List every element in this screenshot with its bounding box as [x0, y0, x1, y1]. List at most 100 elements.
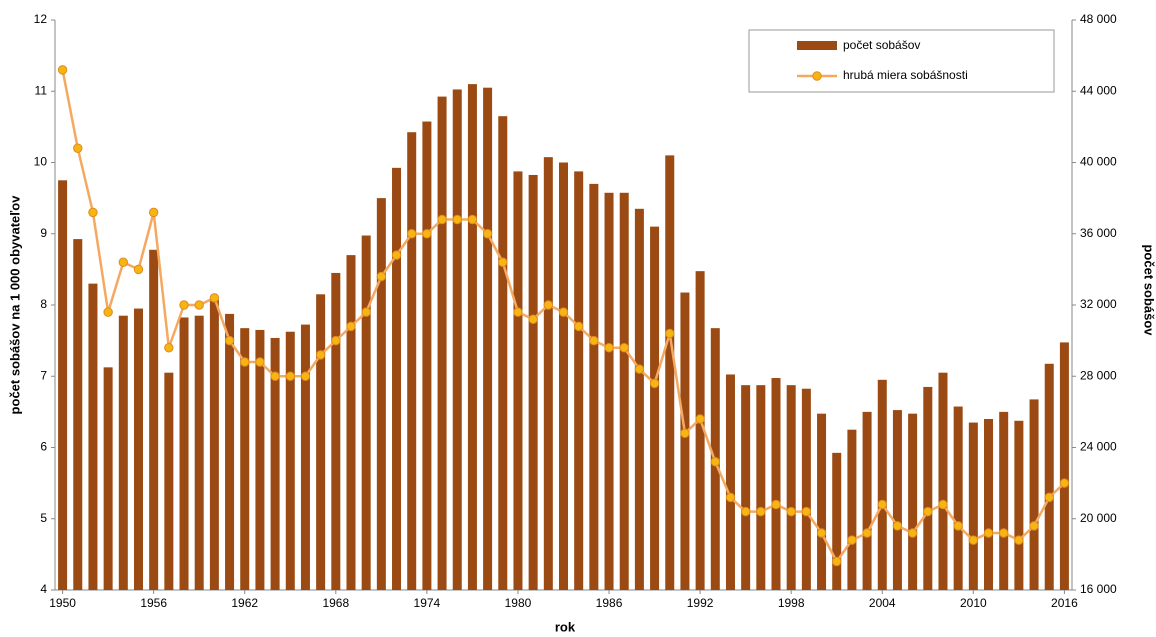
bar — [847, 429, 857, 590]
marker — [300, 371, 311, 381]
marker — [376, 271, 387, 282]
bar — [984, 419, 994, 590]
y-tick-label: 9 — [40, 226, 47, 240]
y-tick-label: 7 — [40, 368, 47, 382]
bar — [179, 317, 189, 590]
bar — [892, 410, 902, 590]
marker — [437, 214, 447, 225]
y-tick-label: 11 — [35, 83, 48, 97]
bar — [650, 226, 660, 590]
bar — [225, 313, 235, 590]
bar — [361, 235, 371, 590]
bar — [634, 208, 644, 590]
bar — [923, 386, 933, 590]
x-tick-label: 1950 — [49, 596, 76, 610]
bar — [270, 337, 280, 590]
bar — [498, 116, 508, 590]
marker — [88, 207, 98, 218]
marker — [361, 307, 371, 317]
marker — [1029, 521, 1039, 531]
marker — [209, 293, 220, 303]
marker — [665, 328, 675, 339]
bar — [832, 452, 842, 590]
marker — [695, 414, 705, 424]
bar — [680, 292, 690, 590]
bar — [619, 192, 629, 590]
marker — [422, 229, 432, 239]
marker — [391, 250, 402, 260]
y-tick-label: 10 — [34, 155, 48, 169]
y-tick-label: 6 — [40, 440, 47, 454]
bar — [118, 315, 128, 590]
bar — [574, 171, 584, 590]
marker — [589, 335, 599, 346]
marker — [498, 257, 508, 267]
marker — [877, 499, 887, 510]
bar — [968, 422, 978, 590]
bar — [1044, 363, 1054, 590]
y2-tick-label: 48 000 — [1080, 12, 1117, 26]
bar — [346, 255, 356, 590]
bar — [437, 96, 447, 590]
marker — [953, 521, 963, 531]
legend-swatch — [797, 41, 837, 50]
bar — [300, 324, 310, 590]
bar — [392, 167, 402, 590]
marker — [73, 143, 83, 153]
bar — [103, 367, 113, 590]
marker — [452, 214, 462, 225]
bar — [801, 388, 811, 590]
marker — [407, 229, 417, 239]
bar — [467, 84, 477, 590]
marker — [923, 506, 933, 517]
y2-tick-label: 36 000 — [1080, 226, 1117, 240]
bar — [376, 198, 386, 590]
bar — [58, 180, 68, 590]
marker — [346, 321, 356, 332]
x-tick-label: 2004 — [869, 596, 896, 610]
bar — [483, 87, 493, 590]
marker — [573, 321, 584, 332]
y2-tick-label: 24 000 — [1080, 440, 1117, 454]
marker — [1014, 535, 1024, 545]
bar — [316, 294, 326, 590]
x-tick-label: 1992 — [687, 596, 714, 610]
bar — [255, 329, 265, 590]
bar — [209, 299, 219, 590]
marker — [103, 307, 113, 317]
marker — [634, 364, 645, 374]
bar — [88, 283, 98, 590]
legend-label: počet sobášov — [843, 38, 920, 52]
marker — [57, 65, 68, 75]
marker — [194, 300, 204, 310]
x-tick-label: 1986 — [596, 596, 623, 610]
x-tick-label: 1974 — [414, 596, 441, 610]
bar — [741, 385, 751, 590]
marker — [164, 343, 174, 353]
bar — [149, 249, 159, 590]
bar — [604, 192, 614, 590]
y2-tick-label: 20 000 — [1080, 511, 1117, 525]
bar — [1029, 399, 1039, 590]
x-tick-label: 2010 — [960, 596, 987, 610]
bar — [194, 315, 204, 590]
x-tick-label: 2016 — [1051, 596, 1078, 610]
x-tick-label: 1968 — [322, 596, 349, 610]
marker — [938, 499, 948, 510]
marker — [983, 528, 994, 538]
marker — [710, 457, 720, 467]
marker — [148, 207, 159, 218]
legend-marker — [812, 71, 822, 81]
marker — [604, 343, 614, 353]
marker — [725, 492, 736, 503]
marker — [756, 506, 766, 517]
marker — [832, 556, 842, 567]
bar — [285, 331, 295, 590]
marker — [118, 257, 129, 267]
marker — [771, 499, 781, 510]
x-tick-label: 1980 — [505, 596, 532, 610]
marker — [847, 535, 857, 545]
x-tick-label: 1998 — [778, 596, 805, 610]
x-axis-label: rok — [555, 619, 576, 634]
marker — [315, 350, 326, 360]
